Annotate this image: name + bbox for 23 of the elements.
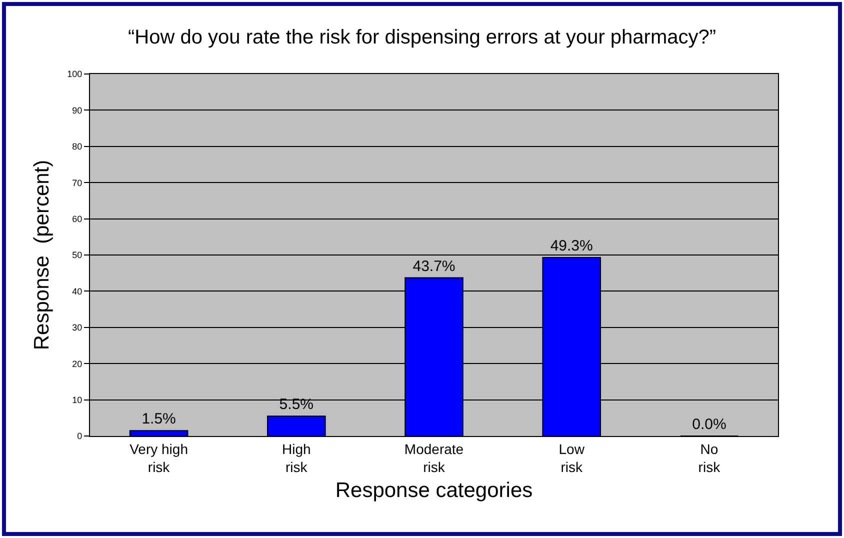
data-label: 0.0% bbox=[692, 416, 726, 433]
x-axis-title: Response categories bbox=[335, 479, 533, 502]
x-tick-label: High risk bbox=[282, 440, 311, 475]
data-label: 1.5% bbox=[142, 410, 176, 428]
x-tick-label: No risk bbox=[698, 440, 722, 475]
y-tick-label: 70 bbox=[72, 178, 82, 188]
y-tick-label: 50 bbox=[72, 250, 82, 260]
y-tick-label: 40 bbox=[72, 286, 82, 296]
data-label: 43.7% bbox=[412, 258, 456, 275]
y-tick-label: 80 bbox=[72, 142, 82, 152]
y-tick-label: 30 bbox=[72, 322, 82, 333]
x-tick-label: Moderate risk bbox=[404, 440, 464, 475]
chart-title: “How do you rate the risk for dispensing errors at your pharmacy?” bbox=[128, 26, 716, 49]
y-tick-label: 60 bbox=[72, 214, 82, 224]
y-tick-label: 0 bbox=[77, 431, 82, 442]
y-tick-label: 20 bbox=[72, 358, 82, 369]
x-tick-label: Low risk bbox=[558, 440, 586, 475]
data-label: 49.3% bbox=[550, 238, 593, 255]
y-tick-label: 10 bbox=[72, 394, 82, 405]
y-tick-label: 100 bbox=[67, 69, 82, 80]
y-axis-title: Response (percent) bbox=[30, 160, 54, 350]
y-tick-label: 90 bbox=[72, 105, 82, 116]
x-tick-label: Very high risk bbox=[130, 440, 188, 475]
